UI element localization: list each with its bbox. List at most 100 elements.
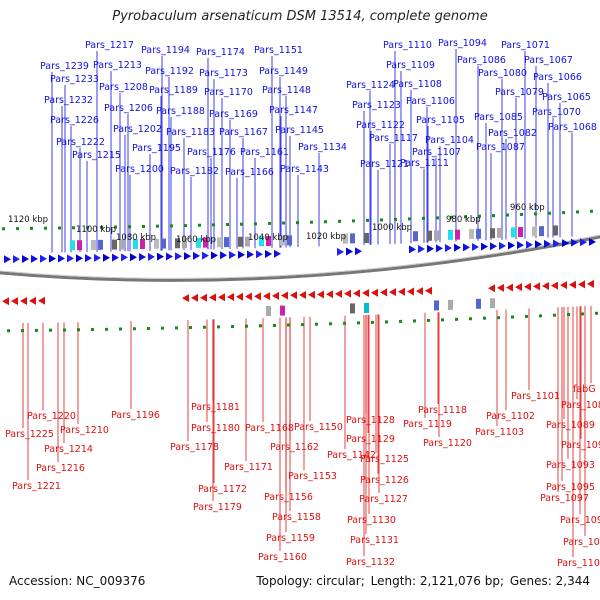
reverse-gene-label[interactable]: Pars_1178 <box>170 442 219 453</box>
forward-gene-label[interactable]: Pars_1233 <box>50 74 99 85</box>
reverse-gene-label[interactable]: Pars_1098 <box>560 515 600 526</box>
reverse-gene-label[interactable]: Pars_1172 <box>198 484 247 495</box>
reverse-gene-label[interactable]: Pars_1179 <box>193 502 242 513</box>
reverse-gene-label[interactable]: Pars_1210 <box>60 425 109 436</box>
reverse-gene-label[interactable]: Pars_1159 <box>266 533 315 544</box>
forward-gene-label[interactable]: Pars_1108 <box>393 79 442 90</box>
reverse-gene-label[interactable]: Pars_1130 <box>347 515 396 526</box>
reverse-gene-label[interactable]: Pars_1089 <box>546 420 595 431</box>
forward-gene-label[interactable]: Pars_1107 <box>412 147 461 158</box>
forward-gene-label[interactable]: Pars_1151 <box>254 45 303 56</box>
forward-gene-label[interactable]: Pars_1202 <box>113 124 162 135</box>
forward-gene-label[interactable]: Pars_1189 <box>149 85 198 96</box>
reverse-gene-label[interactable]: Pars_1156 <box>264 492 313 503</box>
reverse-gene-label[interactable]: Pars_1095 <box>546 482 595 493</box>
forward-gene-label[interactable]: Pars_1213 <box>93 60 142 71</box>
forward-gene-label[interactable]: Pars_1148 <box>262 85 311 96</box>
reverse-gene-label[interactable]: Pars_1128 <box>346 415 395 426</box>
reverse-gene-label[interactable]: Pars_1142 <box>327 450 376 461</box>
forward-gene-label[interactable]: Pars_1121 <box>360 159 409 170</box>
forward-gene-label[interactable]: Pars_1182 <box>170 166 219 177</box>
reverse-gene-label[interactable]: Pars_1132 <box>346 557 395 568</box>
forward-gene-label[interactable]: Pars_1166 <box>225 167 274 178</box>
forward-gene-label[interactable]: Pars_1174 <box>196 47 245 58</box>
forward-gene-label[interactable]: Pars_1232 <box>44 95 93 106</box>
forward-gene-label[interactable]: Pars_1117 <box>369 133 418 144</box>
reverse-gene-label[interactable]: Pars_1153 <box>288 471 337 482</box>
forward-gene-label[interactable]: Pars_1200 <box>115 164 164 175</box>
reverse-gene-label[interactable]: Pars_1101 <box>511 391 560 402</box>
reverse-gene-label[interactable]: Pars_1103 <box>475 427 524 438</box>
forward-gene-label[interactable]: Pars_1170 <box>204 87 253 98</box>
forward-gene-label[interactable]: Pars_1134 <box>298 142 347 153</box>
forward-gene-label[interactable]: Pars_1086 <box>457 55 506 66</box>
forward-gene-label[interactable]: Pars_1111 <box>400 158 449 169</box>
forward-gene-label[interactable]: Pars_1226 <box>50 115 99 126</box>
forward-gene-label[interactable]: Pars_1087 <box>476 142 525 153</box>
reverse-gene-label[interactable]: fabG <box>573 384 596 395</box>
forward-gene-label[interactable]: Pars_1066 <box>533 72 582 83</box>
reverse-gene-label[interactable]: Pars_1119 <box>403 419 452 430</box>
forward-gene-label[interactable]: Pars_1176 <box>187 147 236 158</box>
reverse-gene-label[interactable]: Pars_1220 <box>27 411 76 422</box>
forward-gene-label[interactable]: Pars_1167 <box>219 127 268 138</box>
forward-gene-label[interactable]: Pars_1068 <box>548 122 597 133</box>
forward-gene-label[interactable]: Pars_1183 <box>166 127 215 138</box>
reverse-gene-label[interactable]: Pars_1088 <box>561 400 600 411</box>
forward-gene-label[interactable]: Pars_1105 <box>416 115 465 126</box>
forward-gene-label[interactable]: Pars_1217 <box>85 40 134 51</box>
reverse-gene-label[interactable]: Pars_1099 <box>563 537 600 548</box>
forward-gene-label[interactable]: Pars_1149 <box>259 66 308 77</box>
forward-gene-label[interactable]: Pars_1079 <box>495 87 544 98</box>
reverse-gene-label[interactable]: Pars_1221 <box>12 481 61 492</box>
forward-gene-label[interactable]: Pars_1208 <box>99 82 148 93</box>
forward-gene-label[interactable]: Pars_1143 <box>280 164 329 175</box>
reverse-gene-label[interactable]: Pars_1214 <box>44 444 93 455</box>
reverse-gene-label[interactable]: Pars_1216 <box>36 463 85 474</box>
forward-gene-label[interactable]: Pars_1082 <box>488 128 537 139</box>
reverse-gene-label[interactable]: Pars_1126 <box>360 475 409 486</box>
reverse-gene-label[interactable]: Pars_1118 <box>418 405 467 416</box>
forward-gene-label[interactable]: Pars_1122 <box>356 120 405 131</box>
forward-gene-label[interactable]: Pars_1206 <box>104 103 153 114</box>
reverse-gene-label[interactable]: Pars_1100 <box>557 558 600 569</box>
forward-gene-label[interactable]: Pars_1065 <box>542 92 591 103</box>
reverse-gene-label[interactable]: Pars_1160 <box>258 552 307 563</box>
forward-gene-label[interactable]: Pars_1222 <box>56 137 105 148</box>
forward-gene-label[interactable]: Pars_1104 <box>425 135 474 146</box>
reverse-gene-label[interactable]: Pars_1180 <box>191 423 240 434</box>
forward-gene-label[interactable]: Pars_1094 <box>438 38 487 49</box>
reverse-gene-label[interactable]: Pars_1168 <box>245 423 294 434</box>
reverse-gene-label[interactable]: Pars_1131 <box>350 535 399 546</box>
forward-gene-label[interactable]: Pars_1124 <box>346 80 395 91</box>
forward-gene-label[interactable]: Pars_1145 <box>275 125 324 136</box>
forward-gene-label[interactable]: Pars_1071 <box>501 40 550 51</box>
reverse-gene-label[interactable]: Pars_1093 <box>546 460 595 471</box>
forward-gene-label[interactable]: Pars_1195 <box>132 143 181 154</box>
reverse-gene-label[interactable]: Pars_1150 <box>294 422 343 433</box>
reverse-gene-label[interactable]: Pars_1181 <box>191 402 240 413</box>
reverse-gene-label[interactable]: Pars_1120 <box>423 438 472 449</box>
forward-gene-label[interactable]: Pars_1109 <box>386 60 435 71</box>
forward-gene-label[interactable]: Pars_1147 <box>269 105 318 116</box>
reverse-gene-label[interactable]: Pars_1129 <box>346 434 395 445</box>
forward-gene-label[interactable]: Pars_1239 <box>40 61 89 72</box>
forward-gene-label[interactable]: Pars_1192 <box>145 66 194 77</box>
reverse-gene-label[interactable]: Pars_1125 <box>360 454 409 465</box>
reverse-gene-label[interactable]: Pars_1196 <box>111 410 160 421</box>
forward-gene-label[interactable]: Pars_1188 <box>156 106 205 117</box>
forward-gene-label[interactable]: Pars_1110 <box>383 40 432 51</box>
forward-gene-label[interactable]: Pars_1067 <box>524 55 573 66</box>
forward-gene-label[interactable]: Pars_1070 <box>532 107 581 118</box>
forward-gene-label[interactable]: Pars_1080 <box>478 68 527 79</box>
forward-gene-label[interactable]: Pars_1123 <box>352 100 401 111</box>
reverse-gene-label[interactable]: Pars_1097 <box>540 493 589 504</box>
reverse-gene-label[interactable]: Pars_1102 <box>486 411 535 422</box>
forward-gene-label[interactable]: Pars_1194 <box>141 45 190 56</box>
reverse-gene-label[interactable]: Pars_1171 <box>224 462 273 473</box>
forward-gene-label[interactable]: Pars_1085 <box>474 112 523 123</box>
reverse-gene-label[interactable]: Pars_1127 <box>359 494 408 505</box>
forward-gene-label[interactable]: Pars_1169 <box>209 109 258 120</box>
forward-gene-label[interactable]: Pars_1173 <box>199 68 248 79</box>
reverse-gene-label[interactable]: Pars_1158 <box>272 512 321 523</box>
